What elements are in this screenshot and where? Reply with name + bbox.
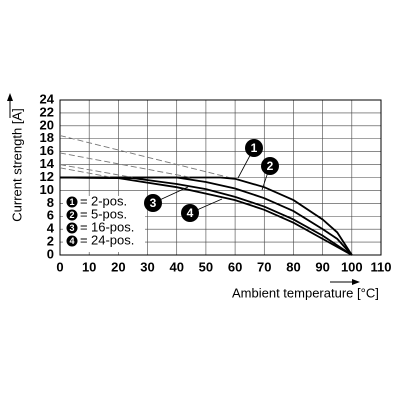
y-tick-label: 8 <box>47 195 54 210</box>
y-tick-label: 14 <box>40 156 55 171</box>
legend-label: 16-pos. <box>91 219 134 234</box>
x-tick-label: 80 <box>286 259 300 274</box>
legend-marker <box>66 196 78 208</box>
callout-marker <box>245 139 263 157</box>
legend-eq: = <box>80 219 88 234</box>
legend-number: 4 <box>69 236 74 246</box>
y-tick-label: 10 <box>40 182 54 197</box>
y-tick-label: 22 <box>40 104 54 119</box>
y-tick-label: 0 <box>47 246 54 261</box>
extension-line <box>59 135 230 178</box>
legend-eq: = <box>80 232 88 247</box>
legend-label: 24-pos. <box>91 232 134 247</box>
series-line <box>59 176 353 256</box>
callout-number: 4 <box>187 206 194 220</box>
y-tick-label: 2 <box>47 234 54 249</box>
legend-label: 5-pos. <box>91 206 127 221</box>
x-tick-label: 40 <box>169 259 183 274</box>
y-tick-label: 24 <box>40 91 55 106</box>
callout-number: 1 <box>251 141 258 155</box>
extension-line <box>59 164 134 178</box>
legend-eq: = <box>80 193 88 208</box>
y-tick-label: 4 <box>47 221 55 236</box>
callout-marker <box>261 157 279 175</box>
legend-eq: = <box>80 206 88 221</box>
y-tick-label: 16 <box>40 143 54 158</box>
y-tick-label: 12 <box>40 169 54 184</box>
x-tick-label: 100 <box>341 259 363 274</box>
x-axis-label: Ambient temperature [°C] <box>232 285 379 300</box>
legend-marker <box>66 222 78 234</box>
legend-number: 2 <box>69 210 74 220</box>
extension-line <box>59 152 192 178</box>
x-tick-label: 0 <box>56 259 63 274</box>
x-tick-label: 20 <box>111 259 125 274</box>
x-tick-label: 90 <box>315 259 329 274</box>
callout-number: 2 <box>267 159 274 173</box>
legend-label: 2-pos. <box>91 193 127 208</box>
x-tick-label: 110 <box>371 259 392 274</box>
callout-marker <box>181 204 199 222</box>
y-tick-label: 18 <box>40 130 54 145</box>
x-tick-label: 10 <box>82 259 96 274</box>
y-axis-label: Current strength [A] <box>9 108 24 221</box>
series-line <box>60 176 353 256</box>
x-arrow-head <box>352 279 360 285</box>
x-tick-label: 50 <box>199 259 213 274</box>
y-tick-label: 6 <box>47 208 54 223</box>
series-line <box>60 176 353 256</box>
callout-number: 3 <box>150 196 157 210</box>
series-line <box>59 176 353 256</box>
legend-marker <box>66 235 78 247</box>
x-tick-label: 60 <box>228 259 242 274</box>
callout-marker <box>144 194 162 212</box>
y-tick-label: 20 <box>40 117 54 132</box>
x-tick-label: 30 <box>140 259 154 274</box>
legend-marker <box>66 209 78 221</box>
legend-number: 3 <box>69 223 74 233</box>
y-arrow-head <box>7 93 13 101</box>
x-tick-label: 70 <box>257 259 271 274</box>
legend-number: 1 <box>69 197 74 207</box>
